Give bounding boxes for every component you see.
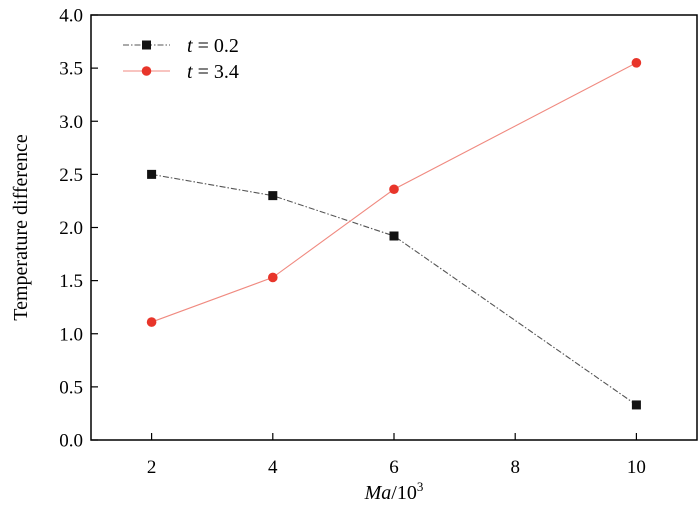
series-layer: [146, 58, 642, 410]
y-axis-title: Temperature difference: [10, 134, 32, 321]
legend-item: t = 0.2: [123, 35, 239, 57]
data-point: [631, 400, 641, 410]
series-line: [151, 173, 637, 406]
x-tick-label: 2: [147, 457, 157, 478]
data-point: [389, 231, 399, 241]
series-2: [146, 58, 642, 327]
x-axis-title: Ma/103: [364, 479, 424, 504]
x-axis: 2 4 6 8 10: [147, 433, 646, 478]
y-tick-label: 4.0: [59, 6, 83, 27]
legend-label: t = 3.4: [187, 61, 239, 83]
data-point: [268, 191, 278, 201]
y-tick-label: 3.0: [59, 112, 83, 133]
x-axis-title-unit: /10: [391, 482, 417, 504]
data-point: [268, 272, 278, 283]
x-axis-title-exponent: 3: [417, 479, 424, 494]
y-tick-label: 0.0: [59, 431, 83, 452]
y-tick-label: 2.0: [59, 218, 83, 239]
y-tick-label: 2.5: [59, 165, 83, 186]
y-tick-label: 1.0: [59, 324, 83, 345]
data-point: [389, 184, 399, 195]
legend-marker: [142, 40, 151, 50]
x-tick-label: 6: [389, 457, 399, 478]
series-line: [151, 62, 637, 323]
data-point: [631, 58, 642, 68]
x-tick-label: 4: [268, 457, 278, 478]
y-tick-label: 0.5: [59, 377, 83, 398]
x-tick-label: 10: [627, 457, 646, 478]
legend-label: t = 0.2: [187, 35, 239, 57]
legend-marker: [141, 66, 152, 76]
data-point: [146, 317, 157, 327]
y-axis: 0.0 0.5 1.0 1.5 2.0 2.5 3.0 3.5 4.0: [59, 6, 98, 452]
y-tick-label: 1.5: [59, 271, 83, 292]
legend: t = 0.2 t = 3.4: [123, 35, 239, 83]
x-tick-label: 8: [510, 457, 520, 478]
y-tick-label: 3.5: [59, 59, 83, 80]
series-1: [147, 169, 641, 410]
data-point: [147, 169, 157, 179]
x-axis-title-var: Ma: [364, 482, 392, 504]
legend-item: t = 3.4: [123, 61, 239, 83]
